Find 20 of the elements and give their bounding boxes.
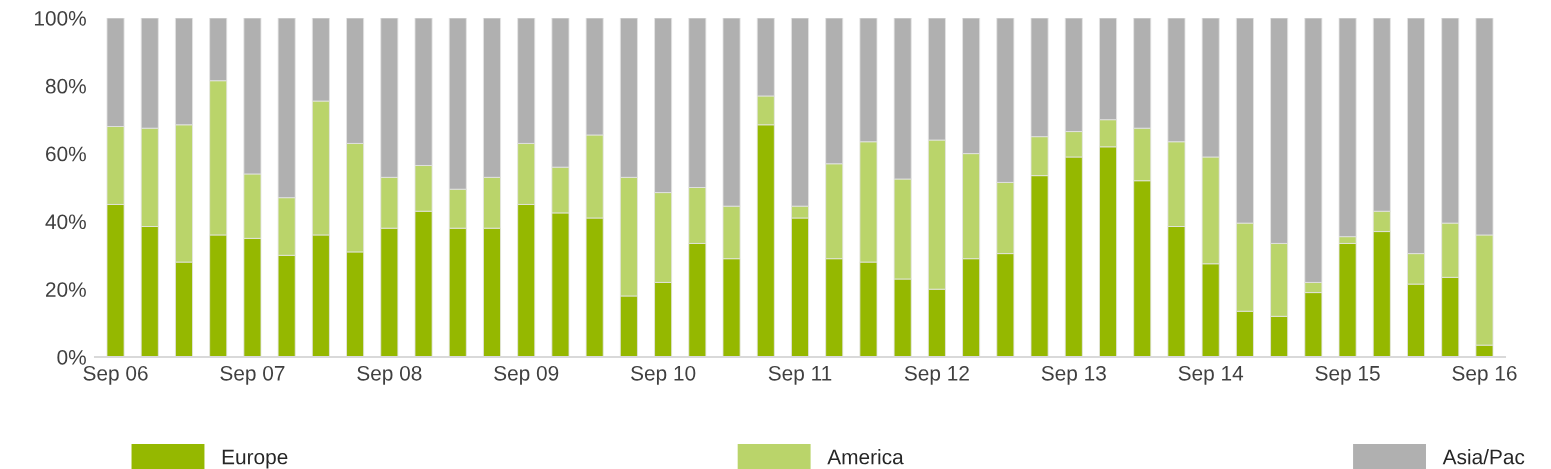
x-tick-label: Sep 14	[1178, 365, 1244, 385]
x-tick-label: Sep 10	[631, 365, 696, 385]
x-tick-label: Sep 13	[1041, 365, 1106, 385]
y-tick-label: 60%	[46, 146, 86, 162]
legend-label: America	[827, 449, 904, 465]
y-tick-label: 0%	[57, 350, 86, 365]
x-tick-label: Sep 15	[1315, 365, 1380, 385]
x-tick-label: Sep 07	[220, 365, 285, 385]
x-tick-label: Sep 09	[494, 365, 559, 385]
x-tick-label: Sep 08	[357, 365, 422, 385]
y-tick-label: 20%	[46, 282, 86, 297]
y-tick-label: 100%	[34, 11, 86, 26]
x-tick-label: Sep 11	[768, 365, 832, 385]
legend-label: Asia/Pac	[1442, 449, 1525, 465]
y-tick-label: 80%	[45, 78, 86, 94]
x-tick-label: Sep 16	[1452, 365, 1517, 385]
legend-label: Europe	[222, 449, 288, 469]
x-tick-label: Sep 06	[83, 365, 148, 385]
y-tick-label: 40%	[45, 214, 86, 230]
x-tick-label: Sep 12	[904, 365, 969, 385]
